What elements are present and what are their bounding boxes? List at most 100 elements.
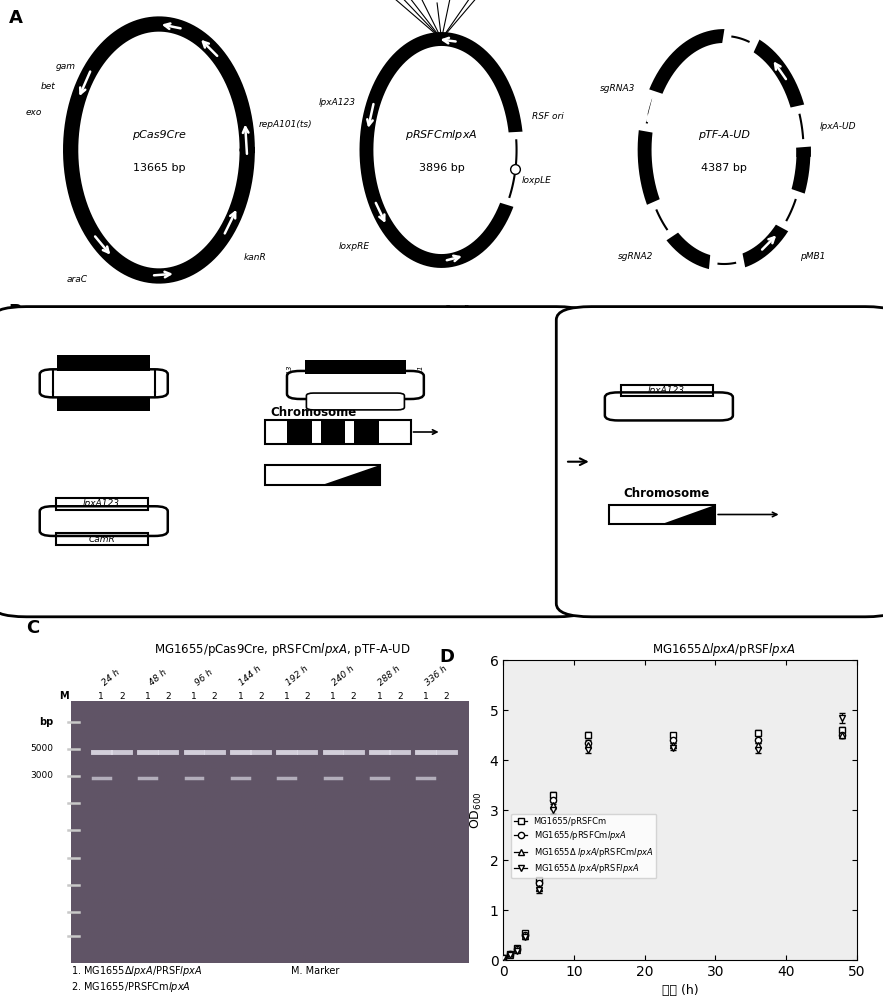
Text: 2: 2 <box>212 692 217 701</box>
Text: pRSFCm$lpxA$: pRSFCm$lpxA$ <box>405 128 478 142</box>
Text: pCas9Cre: pCas9Cre <box>80 378 126 388</box>
Text: pRSF$lpxA$: pRSF$lpxA$ <box>645 400 692 414</box>
Bar <box>305 360 406 374</box>
Polygon shape <box>662 505 715 524</box>
Text: 2: 2 <box>165 692 170 701</box>
Text: 96 h: 96 h <box>193 668 215 688</box>
Text: sgRNA1: sgRNA1 <box>419 365 424 392</box>
Bar <box>609 505 715 524</box>
Text: 1: 1 <box>145 692 150 701</box>
Text: sgRNA1: sgRNA1 <box>711 314 746 323</box>
Text: 2: 2 <box>443 692 449 701</box>
Text: 144 h: 144 h <box>238 664 263 688</box>
Text: pRSFCm$lpxA$: pRSFCm$lpxA$ <box>74 515 132 528</box>
Text: Chromosome: Chromosome <box>270 406 357 419</box>
Text: 13665 bp: 13665 bp <box>132 163 185 173</box>
Text: 1: 1 <box>330 692 336 701</box>
Text: pTF-A-UD: pTF-A-UD <box>698 130 750 140</box>
Text: cas9: cas9 <box>90 358 117 368</box>
Text: 4387 bp: 4387 bp <box>701 163 747 173</box>
Text: loxpLE: loxpLE <box>522 176 552 185</box>
Text: 3000: 3000 <box>30 772 53 780</box>
Bar <box>354 420 379 444</box>
Text: pCas9Cre: pCas9Cre <box>132 130 186 140</box>
Text: A: A <box>9 9 23 27</box>
Text: 24 h: 24 h <box>101 668 122 688</box>
FancyBboxPatch shape <box>605 392 733 420</box>
Text: 2: 2 <box>258 692 263 701</box>
Text: sgRNA2: sgRNA2 <box>338 397 372 406</box>
Text: lpxA-UD: lpxA-UD <box>336 363 374 372</box>
Text: B: B <box>9 303 22 321</box>
Legend: MG1655/pRSFCm, MG1655/pRSFCm$lpxA$, MG1655$\Delta$ $lpxA$/pRSFCm$lpxA$, MG1655$\: MG1655/pRSFCm, MG1655/pRSFCm$lpxA$, MG16… <box>511 814 656 878</box>
Text: 1. MG1655Δ$lpxA$/PRSF$lpxA$: 1. MG1655Δ$lpxA$/PRSF$lpxA$ <box>71 964 202 978</box>
Bar <box>621 385 713 396</box>
Text: kanR: kanR <box>244 253 267 262</box>
Text: lpxA123: lpxA123 <box>648 386 685 395</box>
FancyBboxPatch shape <box>287 371 424 399</box>
Text: 5000: 5000 <box>30 744 53 753</box>
Text: sgRNA3: sgRNA3 <box>287 365 292 392</box>
Text: lpxA-UD: lpxA-UD <box>820 122 857 131</box>
Text: cre: cre <box>140 363 149 375</box>
Y-axis label: OD$_{600}$: OD$_{600}$ <box>469 791 484 829</box>
Text: CamR: CamR <box>88 535 115 544</box>
Bar <box>57 355 150 371</box>
Polygon shape <box>322 465 380 485</box>
Text: 288 h: 288 h <box>377 664 403 688</box>
FancyBboxPatch shape <box>556 307 883 617</box>
Text: λ-Red: λ-Red <box>87 399 120 409</box>
Text: 336 h: 336 h <box>423 664 449 688</box>
Text: 192 h: 192 h <box>284 664 310 688</box>
Text: lpxA123: lpxA123 <box>319 98 356 107</box>
Text: 2: 2 <box>397 692 403 701</box>
Text: 2: 2 <box>119 692 125 701</box>
Text: 1: 1 <box>238 692 243 701</box>
Text: bp: bp <box>39 717 53 727</box>
FancyBboxPatch shape <box>0 307 592 617</box>
Text: sgRNA3: sgRNA3 <box>600 84 635 93</box>
Bar <box>56 533 148 545</box>
Text: M: M <box>59 691 69 701</box>
FancyBboxPatch shape <box>40 369 168 397</box>
Text: gam: gam <box>56 62 75 71</box>
Text: lpxA123: lpxA123 <box>83 499 120 508</box>
Text: 1: 1 <box>376 692 382 701</box>
Bar <box>265 465 380 485</box>
Text: C: C <box>26 619 40 637</box>
Text: 3896 bp: 3896 bp <box>419 163 464 173</box>
Text: araC: araC <box>67 275 88 284</box>
Text: pTF-A-UD: pTF-A-UD <box>332 380 378 390</box>
Bar <box>321 420 345 444</box>
Bar <box>57 397 150 411</box>
Text: 1: 1 <box>283 692 290 701</box>
Text: D: D <box>440 648 455 666</box>
Text: repA101(ts): repA101(ts) <box>259 120 313 129</box>
Text: 2. MG1655/PRSFCm$lpxA$: 2. MG1655/PRSFCm$lpxA$ <box>71 980 191 994</box>
Bar <box>287 420 312 444</box>
Text: M. Marker: M. Marker <box>291 966 340 976</box>
Text: MG1655/pCas9Cre, pRSFCm$lpxA$, pTF-A-UD: MG1655/pCas9Cre, pRSFCm$lpxA$, pTF-A-UD <box>155 641 411 658</box>
Text: 2: 2 <box>305 692 310 701</box>
Text: 1: 1 <box>423 692 428 701</box>
Text: 48 h: 48 h <box>147 668 169 688</box>
Bar <box>56 498 148 510</box>
Text: MG1655Δ$lpxA$/pRSF$lpxA$: MG1655Δ$lpxA$/pRSF$lpxA$ <box>653 641 796 658</box>
Text: Chromosome: Chromosome <box>623 487 710 500</box>
Text: RSF ori: RSF ori <box>532 112 564 121</box>
Text: sgRNA2: sgRNA2 <box>618 252 653 261</box>
Text: cas9: cas9 <box>153 337 174 346</box>
Text: pMB1: pMB1 <box>800 252 825 261</box>
FancyBboxPatch shape <box>40 506 168 536</box>
Text: bet: bet <box>41 82 56 91</box>
Text: 2: 2 <box>351 692 356 701</box>
Text: CamR: CamR <box>443 305 470 314</box>
X-axis label: 时间 (h): 时间 (h) <box>661 984 698 997</box>
Text: 1: 1 <box>191 692 197 701</box>
Bar <box>265 420 411 444</box>
FancyBboxPatch shape <box>306 393 404 410</box>
Text: exo: exo <box>26 108 42 117</box>
Text: loxpRE: loxpRE <box>339 242 370 251</box>
Text: 240 h: 240 h <box>330 664 356 688</box>
Text: 1: 1 <box>98 692 104 701</box>
